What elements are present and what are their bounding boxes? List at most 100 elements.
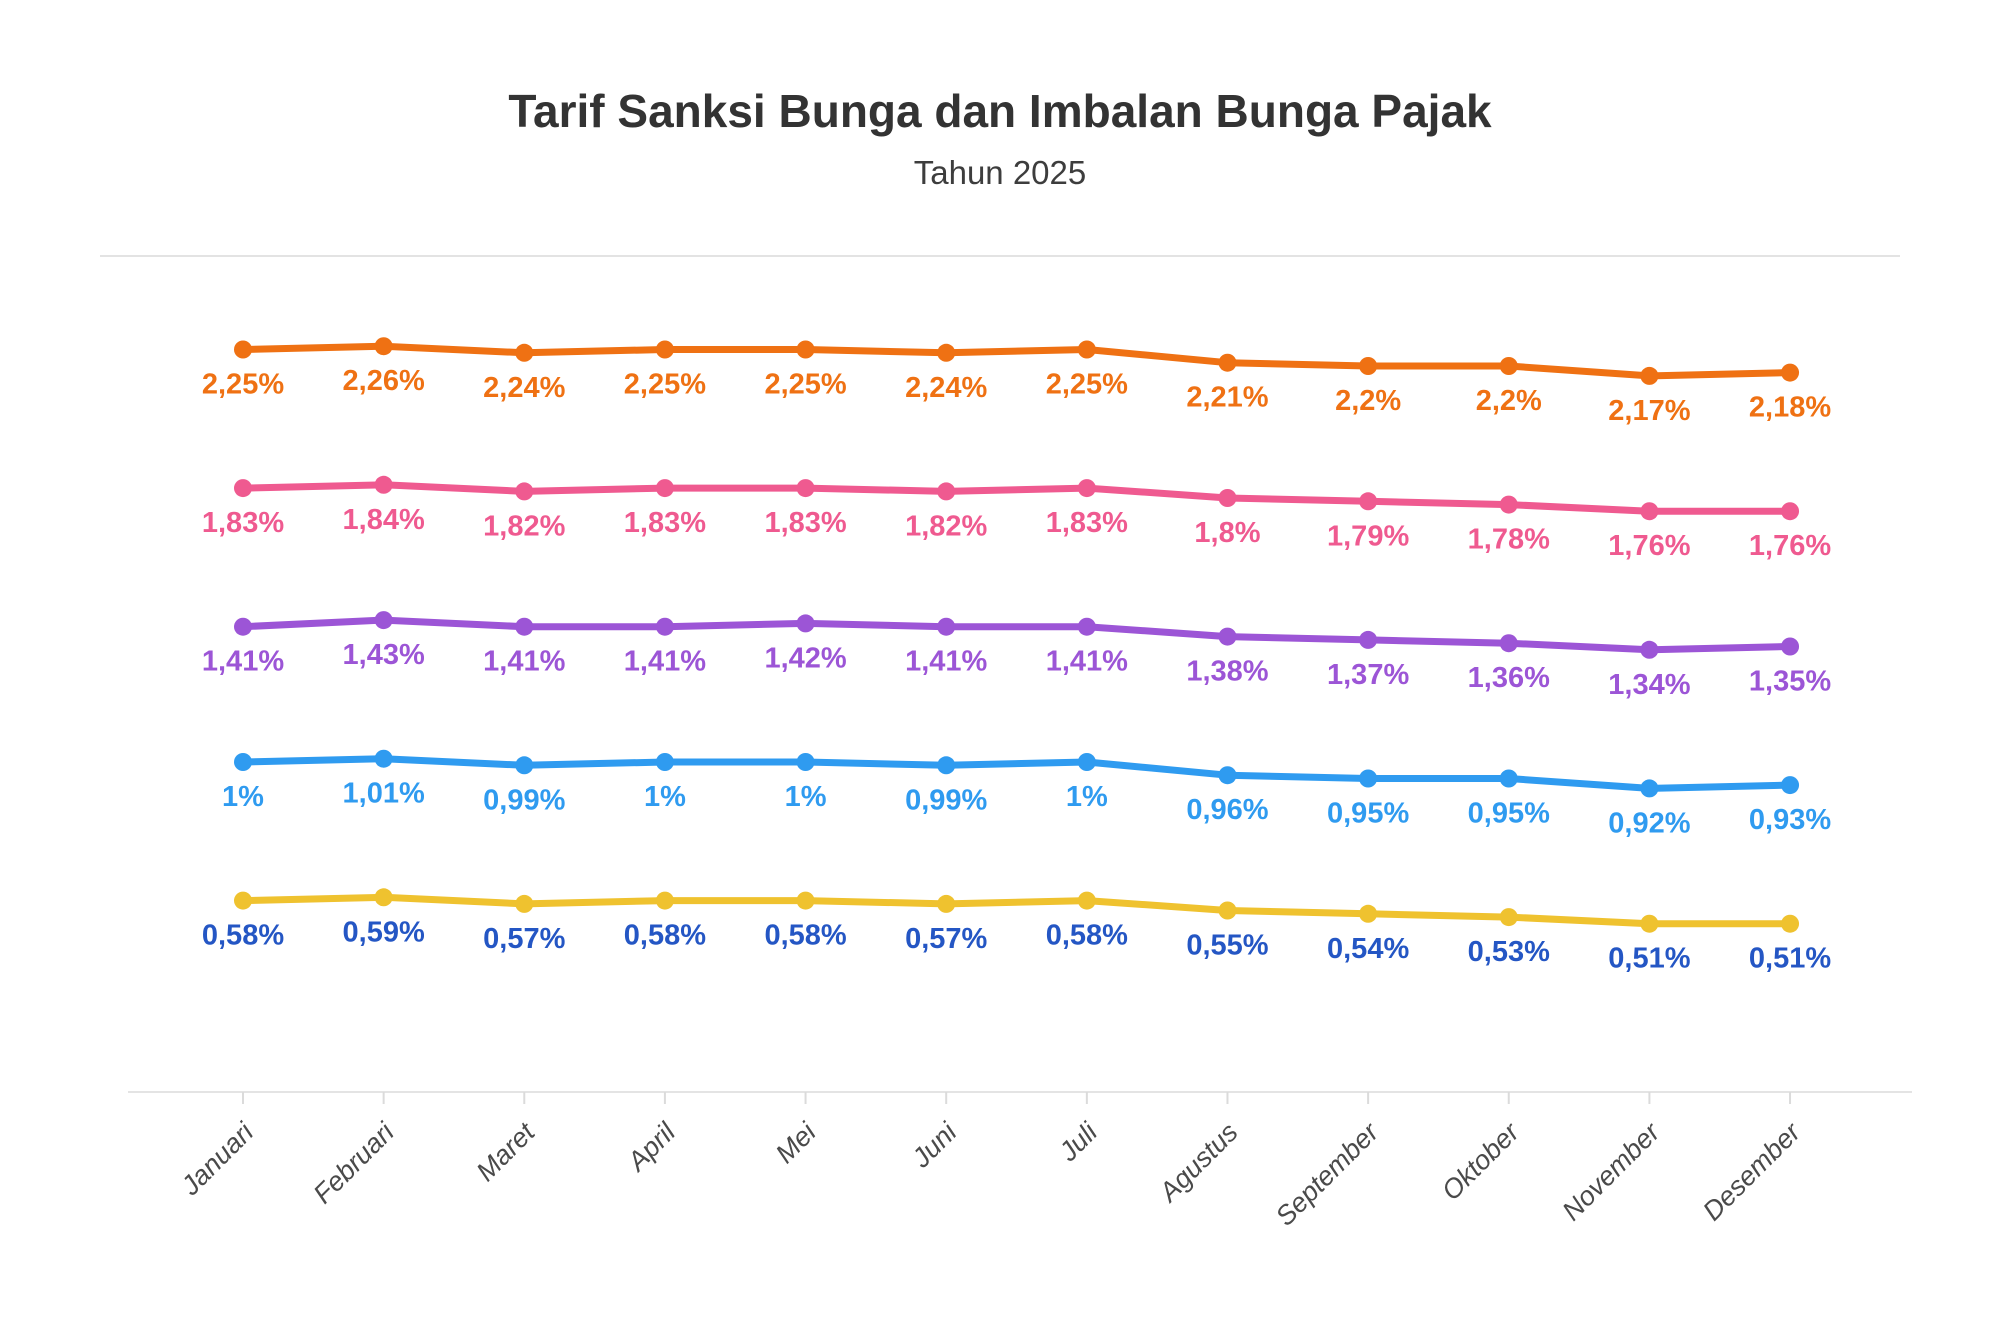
yellow-line-point	[1218, 901, 1237, 920]
pink-line-point	[1499, 495, 1518, 514]
orange-line-point	[1640, 366, 1659, 385]
blue-line-data-label: 1,01%	[343, 778, 425, 810]
blue-line-point	[1359, 769, 1378, 788]
orange-line-data-label: 2,24%	[905, 372, 987, 404]
pink-line-point	[1359, 492, 1378, 511]
x-axis-label: November	[1556, 1116, 1666, 1226]
orange-line-point	[234, 340, 252, 359]
purple-line-data-label: 1,41%	[905, 646, 987, 678]
purple-line-point	[1359, 630, 1378, 649]
pink-line-point	[374, 475, 393, 494]
purple-line-point	[515, 617, 534, 636]
purple-line-point	[1218, 627, 1237, 646]
x-axis-label: Januari	[175, 1116, 260, 1201]
x-axis-label: Desember	[1697, 1116, 1807, 1226]
blue-line-data-label: 1%	[785, 781, 827, 813]
purple-line-data-label: 1,43%	[343, 639, 425, 671]
yellow-line-data-label: 0,51%	[1749, 943, 1831, 975]
orange-line-data-label: 2,25%	[624, 369, 706, 401]
purple-line-point	[655, 617, 674, 636]
orange-line-point	[796, 340, 815, 359]
orange-line-data-label: 2,2%	[1335, 385, 1401, 417]
pink-line-point	[1640, 502, 1659, 521]
pink-line-point	[1781, 502, 1800, 521]
yellow-line-data-label: 0,58%	[624, 920, 706, 952]
orange-line	[239, 342, 1794, 380]
orange-line-data-label: 2,25%	[1046, 369, 1128, 401]
yellow-line-point	[937, 894, 956, 913]
pink-line-data-label: 1,82%	[905, 510, 987, 542]
pink-line	[239, 481, 1794, 515]
yellow-line	[239, 893, 1794, 928]
blue-line-point	[655, 753, 674, 771]
blue-line-point	[1218, 766, 1237, 785]
pink-line-point	[796, 479, 815, 498]
x-axis-label: April	[620, 1116, 682, 1178]
purple-line-data-label: 1,38%	[1186, 656, 1268, 688]
blue-line-point	[234, 753, 252, 771]
orange-line-point	[1781, 363, 1800, 382]
purple-line-data-label: 1,42%	[764, 642, 846, 674]
purple-line-data-label: 1,36%	[1468, 662, 1550, 694]
blue-line-data-label: 0,96%	[1186, 794, 1268, 826]
blue-line-point	[374, 749, 393, 768]
pink-line-point	[937, 482, 956, 501]
orange-line-data-label: 2,18%	[1749, 392, 1831, 424]
blue-line-point	[1077, 753, 1096, 771]
purple-line-data-label: 1,35%	[1749, 666, 1831, 698]
purple-line-point	[796, 614, 815, 633]
yellow-line-data-label: 0,54%	[1327, 933, 1409, 965]
purple-line-data-label: 1,41%	[483, 646, 565, 678]
yellow-line-data-label: 0,57%	[483, 923, 565, 955]
yellow-line-point	[234, 891, 252, 910]
yellow-line-point	[515, 894, 534, 913]
purple-line-point	[374, 611, 393, 630]
pink-line-data-label: 1,83%	[1046, 507, 1128, 539]
pink-line-point	[234, 479, 252, 498]
blue-line-data-label: 0,95%	[1468, 798, 1550, 830]
x-axis-label: Mei	[770, 1116, 823, 1169]
purple-line-point	[1781, 637, 1800, 656]
yellow-line-data-label: 0,59%	[343, 916, 425, 948]
purple-line-data-label: 1,41%	[202, 646, 284, 678]
orange-line-point	[1499, 357, 1518, 375]
yellow-line-data-label: 0,57%	[905, 923, 987, 955]
orange-line-data-label: 2,26%	[343, 365, 425, 397]
purple-line-point	[234, 617, 252, 636]
yellow-line-point	[1781, 914, 1800, 933]
purple-line-point	[937, 617, 956, 636]
purple-line-data-label: 1,37%	[1327, 659, 1409, 691]
orange-line-data-label: 2,21%	[1186, 382, 1268, 414]
orange-line-point	[1359, 357, 1378, 375]
blue-line-data-label: 1%	[222, 781, 264, 813]
x-axis-label: Juli	[1053, 1116, 1104, 1167]
blue-line-point	[937, 756, 956, 775]
orange-line-point	[515, 343, 534, 362]
yellow-line-point	[796, 891, 815, 910]
orange-line-point	[655, 340, 674, 359]
blue-line-data-label: 0,99%	[905, 784, 987, 816]
chart-subtitle: Tahun 2025	[913, 154, 1087, 191]
pink-line-data-label: 1,83%	[202, 507, 284, 539]
blue-line-data-label: 1%	[1066, 781, 1108, 813]
blue-line-point	[1781, 776, 1800, 795]
blue-line-data-label: 0,92%	[1608, 807, 1690, 839]
orange-line-data-label: 2,17%	[1608, 395, 1690, 427]
yellow-line-point	[1640, 914, 1659, 933]
orange-line-point	[1077, 340, 1096, 359]
blue-line-point	[796, 753, 815, 771]
purple-line	[239, 616, 1794, 654]
orange-line-data-label: 2,2%	[1476, 385, 1542, 417]
blue-line-point	[515, 756, 534, 775]
x-axis-label: Oktober	[1436, 1116, 1526, 1206]
blue-line	[239, 755, 1794, 792]
x-axis-label: Maret	[470, 1116, 541, 1187]
purple-line-data-label: 1,34%	[1608, 669, 1690, 701]
pink-line-point	[1218, 489, 1237, 507]
pink-line-data-label: 1,83%	[764, 507, 846, 539]
x-axis-label: Agustus	[1152, 1117, 1244, 1209]
x-axis-label: Juni	[905, 1116, 963, 1174]
yellow-line-data-label: 0,53%	[1468, 936, 1550, 968]
pink-line-point	[515, 482, 534, 501]
